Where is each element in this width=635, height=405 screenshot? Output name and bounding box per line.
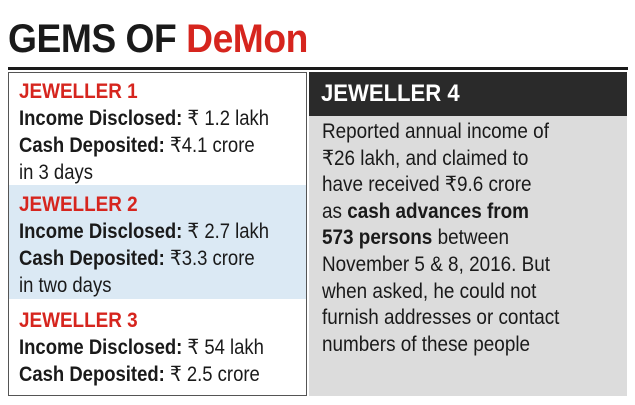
jeweller-2-entry: JEWELLER 2 Income Disclosed: ₹ 2.7 lakh … [9, 185, 306, 299]
cash-value: ₹3.3 crore [164, 247, 255, 270]
jeweller-1-entry: JEWELLER 1 Income Disclosed: ₹ 1.2 lakh … [9, 73, 306, 185]
body-line: have received ₹9.6 crore [322, 173, 532, 197]
body-text: between [432, 226, 510, 250]
body-line: when asked, he could not [322, 279, 537, 303]
jeweller-3-title: JEWELLER 3 [19, 309, 138, 332]
headline-rule [8, 67, 628, 70]
jeweller-4-body: Reported annual income of ₹26 lakh, and … [322, 119, 610, 358]
jeweller-2-title: JEWELLER 2 [19, 193, 138, 216]
headline-accent: DeMon [186, 17, 308, 61]
body-line: 573 persons between [322, 225, 610, 252]
jeweller-3-cash: Cash Deposited: ₹ 2.5 crore [19, 361, 272, 388]
body-emphasis: cash advances from [347, 199, 529, 223]
body-line: November 5 & 8, 2016. But [322, 252, 550, 276]
headline-lead: GEMS OF [8, 17, 187, 61]
income-value: ₹ 1.2 lakh [182, 107, 270, 130]
body-text: as [322, 199, 348, 223]
jeweller-4-panel: JEWELLER 4 Reported annual income of ₹26… [309, 72, 627, 396]
jeweller-4-title: JEWELLER 4 [321, 80, 460, 107]
cash-value: ₹4.1 crore [164, 134, 255, 157]
jeweller-2-cash: Cash Deposited: ₹3.3 crore [19, 245, 272, 272]
jeweller-1-income: Income Disclosed: ₹ 1.2 lakh [19, 105, 272, 132]
body-line: ₹26 lakh, and claimed to [322, 146, 529, 170]
jeweller-1-title: JEWELLER 1 [19, 80, 138, 103]
cash-label: Cash Deposited: [19, 247, 165, 270]
body-line: Reported annual income of [322, 120, 549, 143]
body-emphasis: 573 persons [322, 226, 433, 250]
jeweller-2-income: Income Disclosed: ₹ 2.7 lakh [19, 218, 272, 245]
jeweller-4-header: JEWELLER 4 [309, 72, 627, 116]
income-label: Income Disclosed: [19, 220, 183, 243]
jeweller-3-entry: JEWELLER 3 Income Disclosed: ₹ 54 lakh C… [9, 299, 306, 395]
income-value: ₹ 2.7 lakh [182, 220, 270, 243]
income-label: Income Disclosed: [19, 107, 183, 130]
income-value: ₹ 54 lakh [182, 336, 264, 359]
body-line: furnish addresses or contact [322, 306, 560, 330]
body-line: numbers of these people [322, 332, 531, 356]
cash-label: Cash Deposited: [19, 363, 165, 386]
jeweller-1-cash: Cash Deposited: ₹4.1 crore [19, 132, 272, 159]
cash-value: ₹ 2.5 crore [164, 363, 260, 386]
jeweller-list-panel: JEWELLER 1 Income Disclosed: ₹ 1.2 lakh … [8, 72, 307, 396]
body-line: as cash advances from [322, 199, 610, 226]
cash-label: Cash Deposited: [19, 134, 165, 157]
jeweller-3-income: Income Disclosed: ₹ 54 lakh [19, 334, 272, 361]
headline: GEMS OF DeMon [8, 16, 308, 62]
jeweller-1-duration: in 3 days [19, 161, 93, 184]
jeweller-2-duration: in two days [19, 274, 112, 297]
income-label: Income Disclosed: [19, 336, 183, 359]
